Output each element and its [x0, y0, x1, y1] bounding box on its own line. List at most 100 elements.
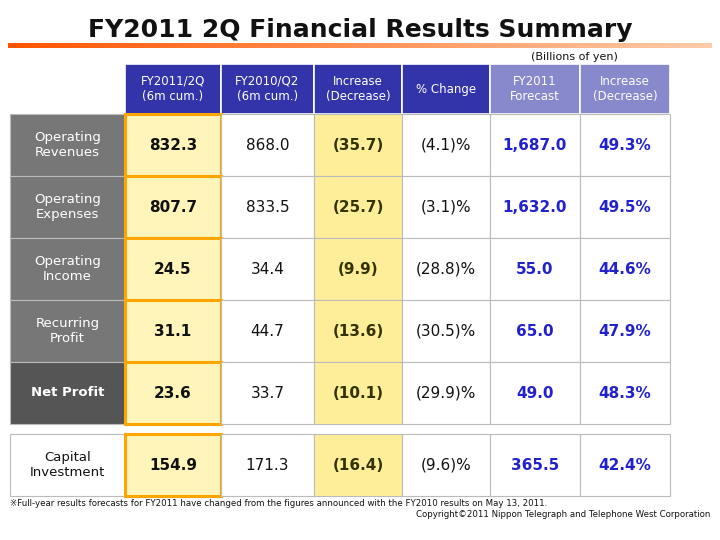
- Text: (35.7): (35.7): [333, 138, 384, 152]
- Bar: [10, 362, 125, 424]
- Text: 868.0: 868.0: [246, 138, 289, 152]
- Bar: [314, 434, 402, 496]
- Bar: [221, 64, 314, 114]
- Text: 24.5: 24.5: [154, 261, 192, 276]
- Text: (4.1)%: (4.1)%: [420, 138, 472, 152]
- Text: (10.1): (10.1): [333, 386, 384, 401]
- Bar: [125, 434, 221, 496]
- Text: Copyright©2011 Nippon Telegraph and Telephone West Corporation: Copyright©2011 Nippon Telegraph and Tele…: [415, 510, 710, 519]
- Text: 365.5: 365.5: [511, 457, 559, 472]
- Bar: [125, 64, 221, 114]
- Bar: [402, 300, 490, 362]
- Bar: [580, 64, 670, 114]
- Text: (9.9): (9.9): [338, 261, 378, 276]
- Bar: [314, 176, 402, 238]
- Text: Operating
Expenses: Operating Expenses: [34, 193, 101, 221]
- Text: FY2011/2Q
(6m cum.): FY2011/2Q (6m cum.): [141, 75, 205, 103]
- Bar: [314, 64, 402, 114]
- Text: FY2011 2Q Financial Results Summary: FY2011 2Q Financial Results Summary: [88, 18, 632, 42]
- Text: Operating
Income: Operating Income: [34, 255, 101, 283]
- Bar: [10, 176, 125, 238]
- Text: 42.4%: 42.4%: [598, 457, 652, 472]
- Text: 44.7: 44.7: [251, 323, 284, 339]
- Text: 23.6: 23.6: [154, 386, 192, 401]
- Bar: [10, 114, 125, 176]
- Text: (25.7): (25.7): [333, 199, 384, 214]
- Text: FY2011
Forecast: FY2011 Forecast: [510, 75, 560, 103]
- Bar: [580, 434, 670, 496]
- Bar: [402, 238, 490, 300]
- Text: % Change: % Change: [416, 83, 476, 96]
- Bar: [580, 362, 670, 424]
- Text: 49.5%: 49.5%: [598, 199, 652, 214]
- Bar: [402, 64, 490, 114]
- Bar: [314, 362, 402, 424]
- Text: 31.1: 31.1: [154, 323, 192, 339]
- Text: ※Full-year results forecasts for FY2011 have changed from the figures announced : ※Full-year results forecasts for FY2011 …: [10, 499, 547, 508]
- Bar: [10, 300, 125, 362]
- Bar: [490, 176, 580, 238]
- Bar: [125, 114, 221, 176]
- Bar: [490, 64, 580, 114]
- Bar: [221, 238, 314, 300]
- Text: 48.3%: 48.3%: [598, 386, 652, 401]
- Text: Operating
Revenues: Operating Revenues: [34, 131, 101, 159]
- Text: (Billions of yen): (Billions of yen): [531, 52, 618, 62]
- Bar: [221, 114, 314, 176]
- Bar: [314, 300, 402, 362]
- Text: Capital
Investment: Capital Investment: [30, 451, 105, 479]
- Text: (16.4): (16.4): [333, 457, 384, 472]
- Text: Increase
(Decrease): Increase (Decrease): [593, 75, 657, 103]
- Bar: [221, 176, 314, 238]
- Text: 34.4: 34.4: [251, 261, 284, 276]
- Bar: [125, 300, 221, 362]
- Text: 33.7: 33.7: [251, 386, 284, 401]
- Bar: [10, 434, 125, 496]
- Text: 1,632.0: 1,632.0: [503, 199, 567, 214]
- Bar: [221, 300, 314, 362]
- Text: 1,687.0: 1,687.0: [503, 138, 567, 152]
- Bar: [580, 238, 670, 300]
- Text: 807.7: 807.7: [149, 199, 197, 214]
- Bar: [10, 238, 125, 300]
- Text: Increase
(Decrease): Increase (Decrease): [325, 75, 390, 103]
- Bar: [490, 300, 580, 362]
- Text: (29.9)%: (29.9)%: [416, 386, 476, 401]
- Bar: [402, 362, 490, 424]
- Bar: [490, 238, 580, 300]
- Text: 154.9: 154.9: [149, 457, 197, 472]
- Text: 832.3: 832.3: [149, 138, 197, 152]
- Bar: [314, 114, 402, 176]
- Bar: [125, 238, 221, 300]
- Bar: [490, 114, 580, 176]
- Text: (9.6)%: (9.6)%: [420, 457, 472, 472]
- Text: Net Profit: Net Profit: [31, 387, 104, 400]
- Text: 49.3%: 49.3%: [598, 138, 652, 152]
- Text: 44.6%: 44.6%: [598, 261, 652, 276]
- Bar: [221, 362, 314, 424]
- Text: 47.9%: 47.9%: [598, 323, 652, 339]
- Text: 171.3: 171.3: [246, 457, 289, 472]
- Bar: [125, 362, 221, 424]
- Bar: [402, 434, 490, 496]
- Bar: [402, 114, 490, 176]
- Text: (30.5)%: (30.5)%: [416, 323, 476, 339]
- Text: FY2010/Q2
(6m cum.): FY2010/Q2 (6m cum.): [235, 75, 300, 103]
- Bar: [402, 176, 490, 238]
- Text: 49.0: 49.0: [516, 386, 554, 401]
- Bar: [314, 238, 402, 300]
- Text: 65.0: 65.0: [516, 323, 554, 339]
- Bar: [490, 362, 580, 424]
- Bar: [580, 114, 670, 176]
- Text: 55.0: 55.0: [516, 261, 554, 276]
- Bar: [580, 176, 670, 238]
- Bar: [221, 434, 314, 496]
- Bar: [125, 176, 221, 238]
- Text: (28.8)%: (28.8)%: [416, 261, 476, 276]
- Text: 833.5: 833.5: [246, 199, 289, 214]
- Text: Recurring
Profit: Recurring Profit: [35, 317, 99, 345]
- Text: (13.6): (13.6): [333, 323, 384, 339]
- Bar: [580, 300, 670, 362]
- Bar: [490, 434, 580, 496]
- Text: (3.1)%: (3.1)%: [420, 199, 472, 214]
